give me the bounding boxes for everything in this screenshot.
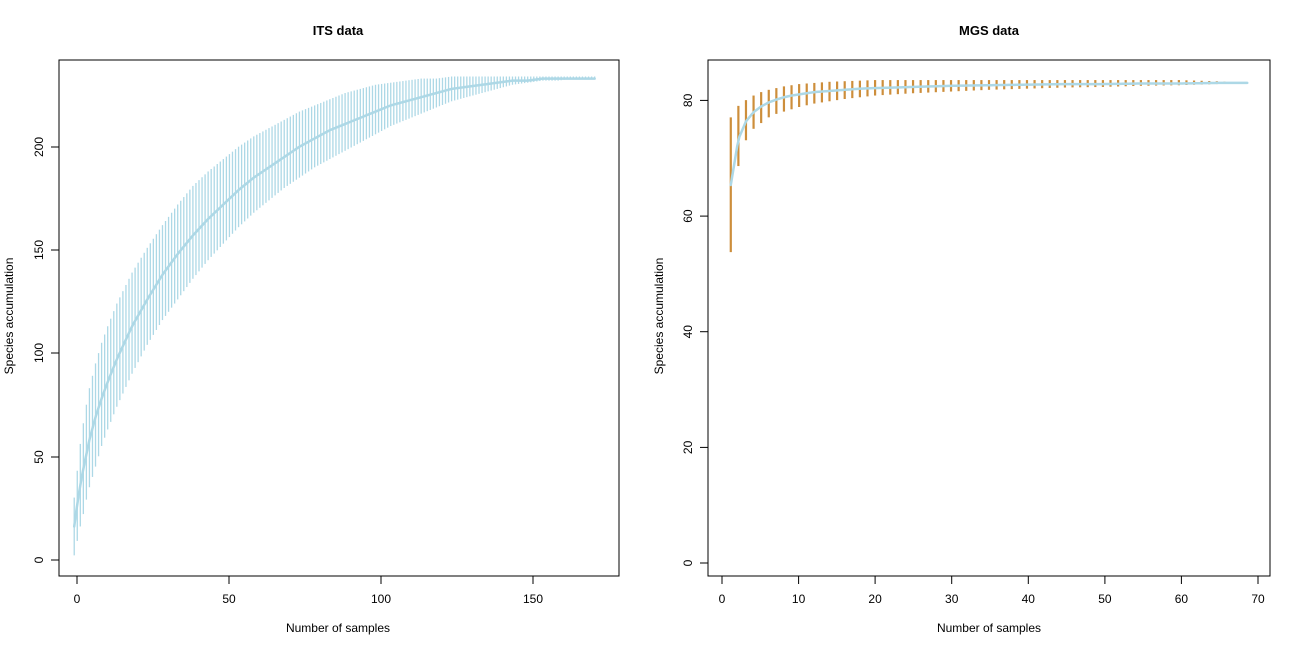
x-tick-label: 70: [1251, 592, 1265, 606]
y-tick-label: 100: [32, 343, 46, 363]
mgs-panel: MGS data Number of samples Species accum…: [652, 23, 1271, 635]
x-tick-label: 40: [1022, 592, 1036, 606]
x-tick-label: 60: [1175, 592, 1189, 606]
y-tick-label: 40: [681, 325, 695, 339]
curve-group: [729, 81, 1249, 187]
chart-title: MGS data: [959, 23, 1020, 38]
x-tick-label: 0: [719, 592, 726, 606]
y-tick-label: 20: [681, 440, 695, 454]
x-tick-label: 50: [1098, 592, 1112, 606]
y-tick-label: 150: [32, 240, 46, 260]
y-tick-label: 0: [681, 559, 695, 566]
its-panel: ITS data Number of samples Species accum…: [2, 23, 620, 635]
y-axis: 0 20 40 60 80: [681, 93, 709, 566]
errorbar-group: [729, 80, 1241, 253]
x-tick-label: 100: [371, 592, 391, 606]
x-tick-label: 150: [523, 592, 543, 606]
x-tick-label: 30: [945, 592, 959, 606]
x-axis: 0 10 20 30 40 50 60 70: [719, 575, 1265, 606]
x-tick-label: 20: [868, 592, 882, 606]
x-axis: 0 50 100 150: [74, 575, 543, 606]
x-axis-label: Number of samples: [286, 621, 390, 635]
y-tick-label: 50: [32, 450, 46, 464]
curve-group: [72, 77, 596, 528]
y-axis: 0 50 100 150 200: [32, 137, 60, 563]
y-tick-label: 0: [32, 556, 46, 563]
chart-title: ITS data: [313, 23, 364, 38]
x-tick-label: 0: [74, 592, 81, 606]
x-tick-label: 10: [792, 592, 806, 606]
x-axis-label: Number of samples: [937, 621, 1041, 635]
errorbar-group: [73, 76, 596, 556]
accumulation-curve: [72, 77, 596, 528]
y-tick-label: 80: [681, 93, 695, 107]
y-tick-label: 200: [32, 137, 46, 157]
x-tick-label: 50: [222, 592, 236, 606]
y-tick-label: 60: [681, 209, 695, 223]
y-axis-label: Species accumulation: [652, 258, 666, 375]
y-axis-label: Species accumulation: [2, 258, 16, 375]
accumulation-curve: [729, 81, 1249, 187]
plot-frame: [707, 59, 1271, 577]
